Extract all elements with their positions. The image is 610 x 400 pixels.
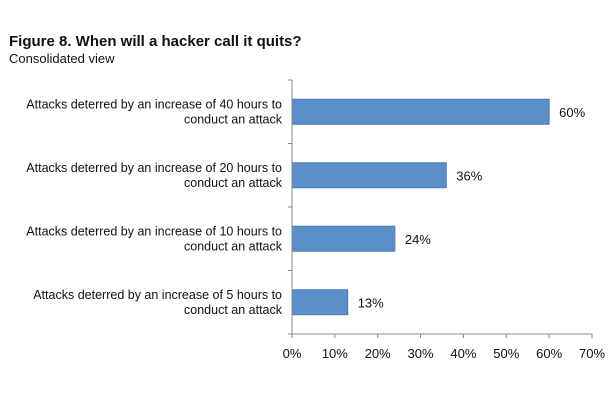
value-label-0: 60% [559, 105, 585, 120]
x-tick-label-7: 70% [579, 346, 605, 361]
category-label-1: Attacks deterred by an increase of 20 ho… [26, 161, 282, 190]
x-tick-label-0: 0% [283, 346, 302, 361]
bar-3 [291, 289, 349, 316]
x-tick-label-6: 60% [536, 346, 562, 361]
category-label-2: Attacks deterred by an increase of 10 ho… [26, 224, 282, 253]
bars-layer [291, 98, 550, 316]
chart-title: Figure 8. When will a hacker call it qui… [9, 33, 302, 50]
axis-layer [288, 79, 593, 338]
x-tick-label-3: 30% [408, 346, 434, 361]
x-tick-label-5: 50% [493, 346, 519, 361]
labels-layer: 60% Attacks deterred by an increase of 40… [26, 97, 605, 361]
chart-subtitle: Consolidated view [9, 51, 115, 66]
value-label-3: 13% [358, 295, 384, 310]
bar-0 [291, 98, 550, 125]
category-label-3: Attacks deterred by an increase of 5 hou… [33, 288, 282, 317]
x-tick-label-4: 40% [450, 346, 476, 361]
bar-1 [291, 162, 447, 189]
value-label-2: 24% [405, 232, 431, 247]
x-tick-label-1: 10% [322, 346, 348, 361]
x-tick-label-2: 20% [365, 346, 391, 361]
category-label-0: Attacks deterred by an increase of 40 ho… [26, 97, 282, 126]
value-label-1: 36% [456, 168, 482, 183]
bar-2 [291, 225, 396, 252]
